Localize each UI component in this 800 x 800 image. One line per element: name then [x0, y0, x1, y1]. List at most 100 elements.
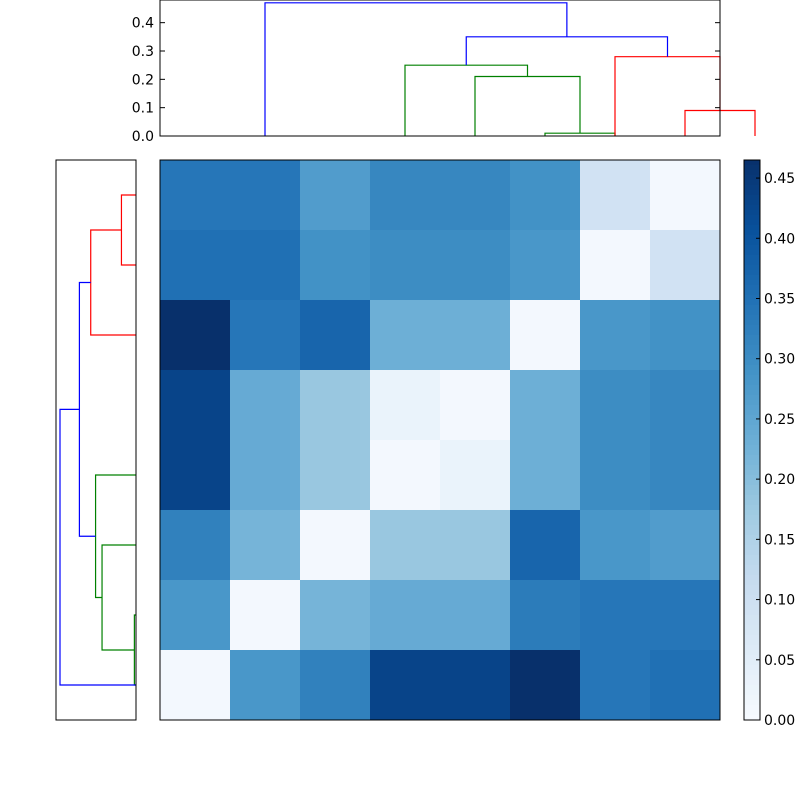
heatmap-cell [510, 580, 581, 651]
colorbar-segment [744, 545, 760, 551]
heatmap-cell [580, 300, 651, 371]
top-dendrogram-frame [159, 0, 721, 137]
heatmap-cell [650, 510, 721, 581]
heatmap-cell [230, 440, 301, 511]
colorbar-tick-label: 0.25 [764, 412, 795, 428]
colorbar-segment [744, 215, 760, 221]
heatmap-frame [159, 159, 721, 721]
colorbar-segment [744, 620, 760, 626]
top-dendrogram: 0.0 0.1 0.2 0.3 0.4 [132, 0, 756, 145]
colorbar-segment [744, 210, 760, 216]
colorbar-segment [744, 625, 760, 631]
heatmap-cell [370, 300, 441, 371]
colorbar-segment [744, 220, 760, 226]
colorbar-segment [744, 405, 760, 411]
heatmap-cell [230, 370, 301, 441]
heatmap-cell [230, 510, 301, 581]
colorbar-segment [744, 255, 760, 261]
heatmap-cell [510, 650, 581, 721]
colorbar-tick-label: 0.35 [764, 291, 795, 307]
colorbar-segment [744, 310, 760, 316]
heatmap-cell [160, 580, 231, 651]
y-tick-label: 0.1 [132, 101, 154, 117]
colorbar-segment [744, 380, 760, 386]
colorbar-frame [743, 159, 761, 721]
heatmap-cell [160, 440, 231, 511]
colorbar-segment [744, 285, 760, 291]
heatmap-cell [300, 370, 371, 441]
heatmap-cell [370, 440, 441, 511]
colorbar-segment [744, 710, 760, 716]
heatmap-cell [510, 440, 581, 511]
colorbar-segment [744, 305, 760, 311]
colorbar-segment [744, 345, 760, 351]
colorbar-segment [744, 570, 760, 576]
colorbar-segment [744, 275, 760, 281]
heatmap-cell [370, 650, 441, 721]
y-tick-label: 0.2 [132, 72, 154, 88]
colorbar-segment [744, 270, 760, 276]
colorbar-segment [744, 365, 760, 371]
colorbar-segment [744, 490, 760, 496]
colorbar-segment [744, 560, 760, 566]
colorbar-segment [744, 690, 760, 696]
colorbar-segment [744, 680, 760, 686]
colorbar-tick-label: 0.10 [764, 593, 795, 609]
colorbar-segment [744, 510, 760, 516]
heatmap-cell [230, 160, 301, 231]
heatmap-cell [370, 580, 441, 651]
heatmap-cell [370, 160, 441, 231]
heatmap-cell [440, 650, 511, 721]
heatmap-cell [580, 510, 651, 581]
colorbar-segment [744, 250, 760, 256]
heatmap-cell [440, 510, 511, 581]
heatmap-cell [160, 230, 231, 301]
colorbar-tick-label: 0.05 [764, 653, 795, 669]
heatmap-cell [580, 370, 651, 441]
colorbar-tick-label: 0.45 [764, 171, 795, 187]
colorbar-segment [744, 390, 760, 396]
heatmap-cell [440, 370, 511, 441]
heatmap-cell [370, 230, 441, 301]
colorbar-segment [744, 485, 760, 491]
heatmap-cell [650, 230, 721, 301]
colorbar-segment [744, 605, 760, 611]
colorbar-segment [744, 655, 760, 661]
colorbar-segment [744, 635, 760, 641]
heatmap-cell [650, 580, 721, 651]
colorbar-segment [744, 460, 760, 466]
colorbar-segment [744, 440, 760, 446]
colorbar-segment [744, 700, 760, 706]
heatmap-cell [230, 650, 301, 721]
left-dendrogram-frame [55, 159, 137, 721]
colorbar-segment [744, 575, 760, 581]
colorbar-segment [744, 385, 760, 391]
colorbar-segment [744, 395, 760, 401]
heatmap-cell [510, 370, 581, 441]
colorbar-tick-label: 0.40 [764, 231, 795, 247]
left-dendrogram-bg [56, 160, 136, 720]
colorbar-segment [744, 160, 760, 166]
colorbar-segment [744, 195, 760, 201]
colorbar-segment [744, 520, 760, 526]
y-tick-label: 0.3 [132, 44, 154, 60]
colorbar-segment [744, 685, 760, 691]
colorbar-segment [744, 290, 760, 296]
heatmap-cell [300, 650, 371, 721]
colorbar-segment [744, 350, 760, 356]
heatmap-cell [510, 510, 581, 581]
colorbar-segment [744, 205, 760, 211]
heatmap-cell [370, 370, 441, 441]
left-dendrogram [55, 159, 137, 721]
colorbar-segment [744, 480, 760, 486]
colorbar-tick-label: 0.15 [764, 532, 795, 548]
heatmap-cell [230, 300, 301, 371]
colorbar-segment [744, 410, 760, 416]
colorbar-segment [744, 360, 760, 366]
heatmap-cell [650, 440, 721, 511]
colorbar-segment [744, 465, 760, 471]
colorbar-segment [744, 580, 760, 586]
heatmap-cell [160, 370, 231, 441]
colorbar-segment [744, 165, 760, 171]
heatmap-cell [440, 160, 511, 231]
